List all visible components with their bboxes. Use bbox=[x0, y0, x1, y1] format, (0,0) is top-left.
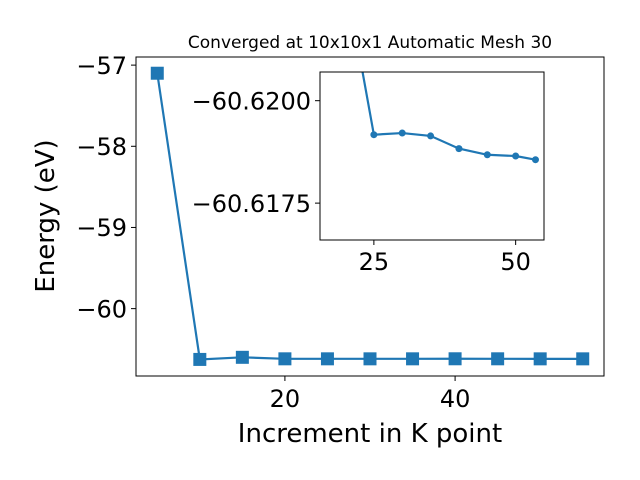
plot-frame bbox=[319, 71, 545, 241]
data-point bbox=[278, 352, 292, 366]
data-point bbox=[483, 151, 491, 159]
y-axis-label: Energy (eV) bbox=[31, 139, 61, 292]
y-tick-label: −60.6200 bbox=[192, 87, 311, 115]
data-point bbox=[370, 131, 378, 139]
data-point bbox=[427, 132, 435, 140]
y-tick-label: −58 bbox=[76, 133, 127, 161]
inset-plot: 25 50 −60.6200 −60.6175 bbox=[192, 71, 545, 276]
data-point bbox=[320, 352, 334, 366]
series-group bbox=[150, 66, 590, 366]
data-point bbox=[455, 145, 463, 153]
y-tick-label: −57 bbox=[76, 52, 127, 80]
data-point bbox=[235, 350, 249, 364]
chart-title: Converged at 10x10x1 Automatic Mesh 30 bbox=[188, 33, 552, 53]
x-tick-label: 25 bbox=[359, 248, 390, 276]
data-point bbox=[533, 352, 547, 366]
data-point bbox=[406, 352, 420, 366]
x-tick-label: 20 bbox=[270, 385, 301, 413]
y-tick-label: −60.6175 bbox=[192, 190, 311, 218]
series-group bbox=[361, 72, 539, 164]
data-point bbox=[193, 352, 207, 366]
y-tick-label: −59 bbox=[76, 214, 127, 242]
data-point bbox=[150, 66, 164, 80]
x-tick-label: 50 bbox=[500, 248, 531, 276]
x-axis-label: Increment in K point bbox=[238, 419, 502, 449]
data-point bbox=[491, 352, 505, 366]
data-point bbox=[398, 129, 406, 137]
series-line bbox=[361, 72, 536, 161]
data-point bbox=[448, 352, 462, 366]
data-point bbox=[576, 352, 590, 366]
data-point bbox=[512, 152, 520, 160]
y-tick-label: −60 bbox=[76, 295, 127, 323]
x-tick-label: 40 bbox=[440, 385, 471, 413]
data-point bbox=[531, 156, 539, 164]
plot-frame bbox=[135, 56, 605, 377]
data-point bbox=[363, 352, 377, 366]
